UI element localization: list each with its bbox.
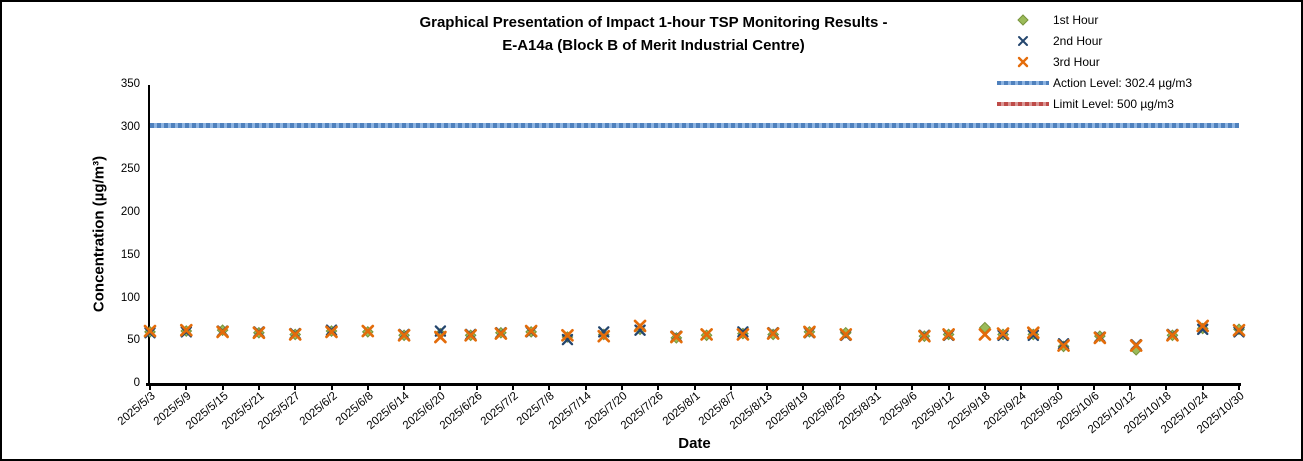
x-tick-mark bbox=[403, 386, 406, 390]
x-tick-mark bbox=[947, 386, 950, 390]
x-tick-mark bbox=[439, 386, 442, 390]
data-point-3rd-hour bbox=[434, 330, 447, 344]
x-tick-mark bbox=[149, 386, 151, 390]
limit-level-line-icon bbox=[997, 101, 1049, 106]
y-tick-label: 200 bbox=[120, 206, 140, 219]
data-point-3rd-hour bbox=[766, 327, 780, 340]
orange-x-icon bbox=[997, 56, 1049, 68]
action-level-line-icon bbox=[997, 80, 1049, 85]
x-tick-mark bbox=[1129, 386, 1132, 390]
legend-item-1st-hour: 1st Hour bbox=[997, 9, 1192, 30]
x-axis-title: Date bbox=[678, 435, 711, 452]
x-tick-mark bbox=[983, 386, 986, 390]
data-point-3rd-hour bbox=[397, 328, 411, 342]
data-point-3rd-hour bbox=[839, 328, 853, 341]
data-point-3rd-hour bbox=[633, 319, 647, 333]
legend-item-2nd-hour: 2nd Hour bbox=[997, 30, 1192, 51]
data-point-3rd-hour bbox=[361, 324, 375, 338]
x-tick-mark bbox=[330, 386, 333, 390]
y-axis-line bbox=[148, 85, 150, 386]
x-tick-mark bbox=[802, 386, 805, 390]
x-tick-mark bbox=[221, 386, 224, 390]
legend-item-3rd-hour: 3rd Hour bbox=[997, 51, 1192, 72]
y-tick-label: 50 bbox=[127, 334, 140, 347]
x-tick-mark bbox=[875, 386, 877, 390]
x-tick-mark bbox=[475, 386, 478, 390]
data-point-3rd-hour bbox=[252, 326, 266, 340]
data-point-3rd-hour bbox=[700, 328, 713, 341]
data-point-3rd-hour bbox=[288, 328, 302, 341]
data-point-3rd-hour bbox=[494, 327, 508, 340]
green-diamond-icon bbox=[997, 13, 1049, 26]
x-tick-mark bbox=[584, 386, 587, 390]
data-point-3rd-hour bbox=[143, 324, 157, 338]
chart-title-line1: Graphical Presentation of Impact 1-hour … bbox=[419, 14, 888, 31]
x-tick-mark bbox=[838, 386, 841, 390]
legend-label: 3rd Hour bbox=[1053, 54, 1100, 69]
data-point-3rd-hour bbox=[942, 328, 955, 341]
data-point-2nd-hour bbox=[1027, 329, 1040, 342]
data-point-3rd-hour bbox=[325, 325, 338, 339]
y-tick-label: 100 bbox=[120, 291, 140, 304]
data-point-3rd-hour bbox=[736, 328, 750, 341]
data-point-3rd-hour bbox=[524, 324, 538, 338]
y-tick-label: 0 bbox=[133, 377, 140, 389]
y-tick-label: 350 bbox=[120, 78, 140, 90]
data-point-3rd-hour bbox=[561, 328, 574, 342]
x-tick-mark bbox=[185, 386, 188, 390]
chart-title: Graphical Presentation of Impact 1-hour … bbox=[2, 11, 1301, 57]
legend-label: Limit Level: 500 µg/m3 bbox=[1053, 96, 1174, 111]
data-point-3rd-hour bbox=[1232, 323, 1246, 337]
x-tick-mark bbox=[294, 386, 297, 390]
data-point-3rd-hour bbox=[216, 325, 229, 339]
chart-legend: 1st Hour 2nd Hour 3rd Hour Action Level:… bbox=[997, 9, 1192, 114]
data-point-3rd-hour bbox=[670, 330, 683, 344]
action-level-line bbox=[150, 123, 1239, 129]
x-tick-mark bbox=[1056, 386, 1059, 390]
y-tick-label: 150 bbox=[120, 248, 140, 261]
data-point-3rd-hour bbox=[1166, 328, 1179, 342]
data-point-2nd-hour bbox=[737, 326, 749, 338]
y-tick-label: 300 bbox=[120, 120, 140, 133]
legend-item-action-level: Action Level: 302.4 µg/m3 bbox=[997, 72, 1192, 93]
x-tick-mark bbox=[766, 386, 769, 390]
legend-item-limit-level: Limit Level: 500 µg/m3 bbox=[997, 93, 1192, 114]
x-tick-mark bbox=[1020, 386, 1023, 390]
x-tick-mark bbox=[1238, 386, 1240, 390]
legend-label: Action Level: 302.4 µg/m3 bbox=[1053, 75, 1192, 90]
data-point-3rd-hour bbox=[1057, 339, 1070, 352]
data-point-3rd-hour bbox=[1129, 339, 1143, 352]
x-tick-mark bbox=[693, 386, 696, 390]
x-tick-mark bbox=[620, 386, 623, 390]
x-tick-mark bbox=[548, 386, 551, 390]
y-tick-label: 250 bbox=[120, 163, 140, 176]
data-point-3rd-hour bbox=[179, 323, 193, 337]
legend-label: 2nd Hour bbox=[1053, 33, 1103, 48]
data-point-3rd-hour bbox=[996, 327, 1010, 340]
data-point-2nd-hour bbox=[1196, 323, 1209, 336]
x-tick-mark bbox=[657, 386, 660, 390]
x-tick-mark bbox=[512, 386, 514, 390]
chart-title-line2: E-A14a (Block B of Merit Industrial Cent… bbox=[502, 37, 805, 54]
blue-x-icon bbox=[997, 35, 1049, 47]
x-tick-mark bbox=[729, 386, 732, 390]
data-point-3rd-hour bbox=[918, 329, 931, 343]
legend-label: 1st Hour bbox=[1053, 12, 1099, 27]
data-point-3rd-hour bbox=[597, 329, 611, 343]
x-tick-mark bbox=[1201, 386, 1204, 390]
x-tick-mark bbox=[1165, 386, 1168, 390]
data-point-3rd-hour bbox=[1196, 319, 1210, 333]
data-point-3rd-hour bbox=[978, 328, 992, 341]
x-tick-mark bbox=[366, 386, 369, 390]
data-point-3rd-hour bbox=[1093, 331, 1107, 345]
x-axis-line bbox=[146, 383, 1241, 386]
x-tick-mark bbox=[1092, 386, 1095, 390]
x-tick-mark bbox=[257, 386, 260, 390]
x-tick-mark bbox=[911, 386, 914, 390]
data-point-3rd-hour bbox=[1026, 326, 1040, 340]
data-point-3rd-hour bbox=[464, 328, 477, 342]
data-point-3rd-hour bbox=[803, 325, 816, 339]
